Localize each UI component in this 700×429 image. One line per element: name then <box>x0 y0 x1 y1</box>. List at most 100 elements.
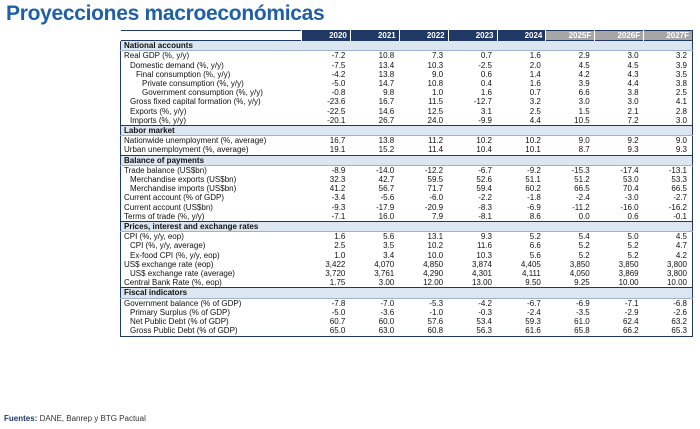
cell: 3.8 <box>675 79 687 89</box>
row-label: Primary Surplus (% of GDP) <box>130 307 231 317</box>
cell: 8.7 <box>578 145 590 155</box>
data-row: CPI (%, y/y, eop) 1.6 5.6 13.1 9.3 5.2 5.4 5.0 4… <box>121 232 693 242</box>
cell: 4.1 <box>675 97 687 107</box>
cell: 1.6 <box>480 88 492 98</box>
cell: 9.0 <box>675 136 687 146</box>
cell: 60.7 <box>329 317 346 327</box>
data-row: Terms of trade (%, y/y) -7.1 16.0 7.9 -8.1 8.… <box>121 212 693 222</box>
cell: -2.4 <box>575 193 590 203</box>
cell: -20.9 <box>424 202 444 212</box>
cell: 10.3 <box>476 250 492 260</box>
cell: 16.7 <box>378 97 395 107</box>
cell: 59.4 <box>476 184 492 194</box>
cell: 10.2 <box>427 241 444 251</box>
cell: 9.3 <box>675 145 687 155</box>
cell: 10.8 <box>378 51 395 61</box>
cell: -6.0 <box>429 193 444 203</box>
data-row: Nationwide unemployment (%, average) 16.7… <box>121 136 693 146</box>
cell: 3,422 <box>325 259 346 269</box>
cell: 4,850 <box>423 259 444 269</box>
cell: 1.6 <box>334 232 346 242</box>
cell: 2.1 <box>627 106 639 116</box>
cell: 26.7 <box>378 115 395 125</box>
cell: 0.6 <box>480 69 492 79</box>
cell: 4,111 <box>522 269 541 279</box>
cell: 5.2 <box>578 250 590 260</box>
cell: -2.6 <box>673 307 687 317</box>
cell: -4.2 <box>331 69 346 79</box>
projections-table: 2020 2021 2022 2023 2024 2025F 2026F 2027F Natio… <box>120 30 693 337</box>
cell: 5.6 <box>529 250 541 260</box>
cell: 61.0 <box>574 317 590 327</box>
cell: 15.2 <box>378 145 395 155</box>
row-label: Central Bank Rate (%, eop) <box>124 278 222 288</box>
cell: 56.7 <box>378 184 395 194</box>
cell: 3,800 <box>666 269 687 279</box>
cell: 4.3 <box>627 69 639 79</box>
cell: 53.0 <box>623 175 639 185</box>
cell: 3,874 <box>471 259 492 269</box>
cell: 5.2 <box>627 241 639 251</box>
row-label: Gross Public Debt (% of GDP) <box>130 326 238 336</box>
cell: 11.6 <box>477 241 492 251</box>
row-label: Private consumption (%, y/y) <box>142 79 244 89</box>
cell: 9.0 <box>432 69 444 79</box>
footer: Fuentes: DANE, Banrep y BTG Pactual <box>4 414 146 423</box>
cell: -7.5 <box>331 60 346 70</box>
cell: 9.25 <box>574 278 590 288</box>
section-title: Prices, interest and exchange rates <box>120 221 693 233</box>
cell: 10.2 <box>476 136 492 146</box>
cell: 16.7 <box>329 136 346 146</box>
column-header: 2027F <box>643 30 693 41</box>
cell: 3.5 <box>383 241 395 251</box>
cell: -5.0 <box>331 79 346 89</box>
data-row: Merchandise imports (US$bn) 41.2 56.7 71.7 5… <box>121 184 693 193</box>
row-label: Government consumption (%, y/y) <box>142 88 263 98</box>
cell: 14.6 <box>378 106 395 116</box>
row-label: Exports (%, y/y) <box>130 106 187 116</box>
section-title: National accounts <box>120 40 693 52</box>
cell: -3.6 <box>380 307 395 317</box>
cell: 9.2 <box>627 136 639 146</box>
data-row: Current account (US$bn) -9.3 -17.9 -20.9 -8.… <box>121 203 693 212</box>
cell: -2.5 <box>478 60 492 70</box>
data-row: Final consumption (%, y/y) -4.2 13.8 9.0 0.6… <box>121 70 693 79</box>
cell: -8.1 <box>478 211 492 221</box>
cell: 1.6 <box>529 51 541 61</box>
cell: 1.4 <box>529 69 541 79</box>
cell: 57.6 <box>427 317 444 327</box>
column-header: 2025F <box>545 30 595 41</box>
cell: -2.4 <box>527 307 541 317</box>
cell: 3.5 <box>675 69 687 79</box>
cell: 65.3 <box>671 326 687 336</box>
data-row: Gross Public Debt (% of GDP) 65.0 63.0 60.8… <box>121 326 693 336</box>
cell: -17.4 <box>620 165 639 175</box>
cell: 2.9 <box>578 51 590 61</box>
cell: 4.4 <box>529 115 541 125</box>
cell: -7.1 <box>331 211 346 221</box>
cell: -11.2 <box>572 202 590 212</box>
cell: 3.0 <box>578 97 590 107</box>
data-row: Ex-food CPI (%, y/y, eop) 1.0 3.4 10.0 10.3 5… <box>121 251 693 260</box>
cell: -23.6 <box>327 97 346 107</box>
cell: 10.4 <box>476 145 492 155</box>
cell: -6.9 <box>527 202 541 212</box>
row-label: US$ exchange rate (eop) <box>124 259 214 269</box>
cell: 59.3 <box>525 317 541 327</box>
row-label: Terms of trade (%, y/y) <box>124 211 205 221</box>
cell: 5.2 <box>578 241 590 251</box>
cell: 11.4 <box>428 145 444 155</box>
section-title: Balance of payments <box>120 154 693 166</box>
cell: 1.6 <box>529 79 541 89</box>
cell: 3.1 <box>480 106 492 116</box>
column-header: 2026F <box>594 30 644 41</box>
column-header: 2020 <box>301 30 351 41</box>
cell: -1.8 <box>527 193 541 203</box>
section-row: Labor market <box>120 125 693 137</box>
cell: 9.0 <box>578 136 590 146</box>
data-row: Exports (%, y/y) -22.5 14.6 12.5 3.1 2.5 1.5 2.… <box>121 107 693 116</box>
cell: 10.0 <box>427 250 444 260</box>
data-row: Government balance (% of GDP) -7.8 -7.0 -5.… <box>121 298 693 308</box>
cell: 6.6 <box>578 88 590 98</box>
